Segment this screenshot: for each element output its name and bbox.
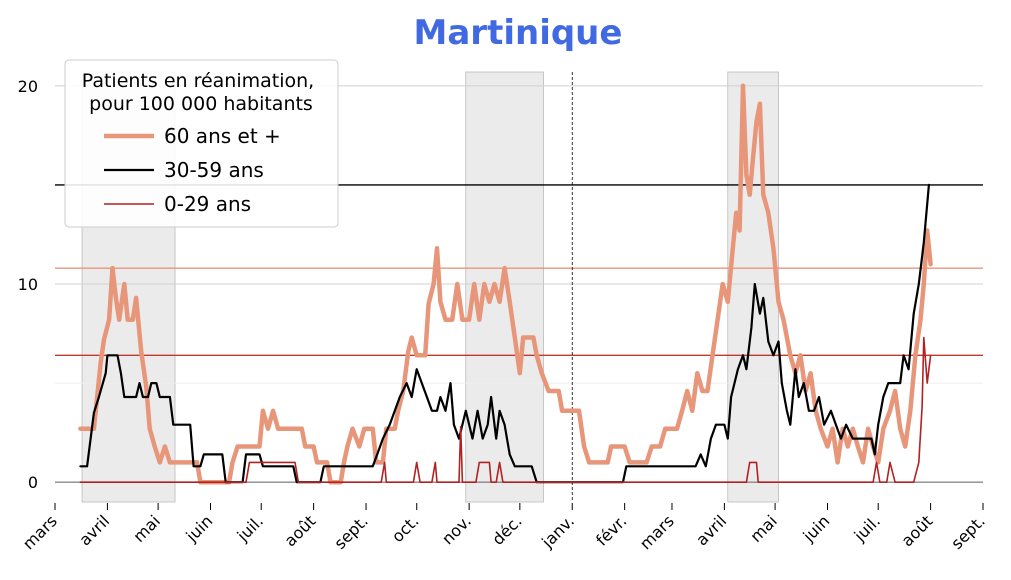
legend-box	[64, 59, 339, 228]
x-tick-label: juil.	[233, 511, 267, 545]
x-tick-label: mai	[129, 511, 164, 546]
x-tick-label: juin	[799, 511, 834, 546]
legend-label: 0-29 ans	[164, 192, 251, 216]
legend-label: 60 ans et +	[164, 124, 281, 148]
x-tick-label: oct.	[388, 511, 423, 546]
y-tick-label: 0	[28, 473, 38, 492]
shaded-period	[465, 71, 544, 503]
x-tick-label: avril	[692, 511, 730, 549]
legend-title-line-2: pour 100 000 habitants	[89, 93, 313, 115]
x-tick-label: août	[281, 511, 320, 550]
legend-title-line-1: Patients en réanimation,	[82, 70, 315, 92]
y-axis-ticks: 0 10 20	[18, 77, 38, 492]
x-tick-label: mars	[636, 511, 678, 553]
series-line	[79, 183, 930, 484]
series-lines	[78, 83, 933, 485]
legend-items: 60 ans et + 30-59 ans 0-29 ans	[104, 124, 281, 216]
y-tick-label: 20	[18, 77, 38, 96]
x-tick-label: juil.	[850, 511, 884, 545]
x-tick-label: févr.	[592, 511, 630, 549]
x-tick-label: août	[898, 511, 937, 550]
legend: Patients en réanimation, pour 100 000 ha…	[64, 59, 339, 228]
series-line	[79, 336, 932, 483]
x-tick-label: juin	[182, 511, 217, 546]
series-line	[78, 83, 933, 485]
legend-title: Patients en réanimation, pour 100 000 ha…	[82, 70, 321, 115]
x-tick-label: avril	[75, 511, 113, 549]
x-tick-label: déc.	[488, 511, 525, 548]
chart-title: Martinique	[414, 13, 623, 53]
x-tick-label: mars	[19, 511, 61, 553]
x-tick-label: nov.	[438, 511, 475, 548]
legend-label: 30-59 ans	[164, 158, 264, 182]
x-tick-label: mai	[746, 511, 781, 546]
y-tick-label: 10	[18, 275, 38, 294]
x-axis: mars avril mai juin juil. août sept. oct. nov. dé…	[19, 503, 989, 553]
x-tick-label: sept.	[330, 511, 372, 553]
x-tick-label: janv.	[537, 511, 578, 552]
x-tick-label: sept.	[947, 511, 989, 553]
